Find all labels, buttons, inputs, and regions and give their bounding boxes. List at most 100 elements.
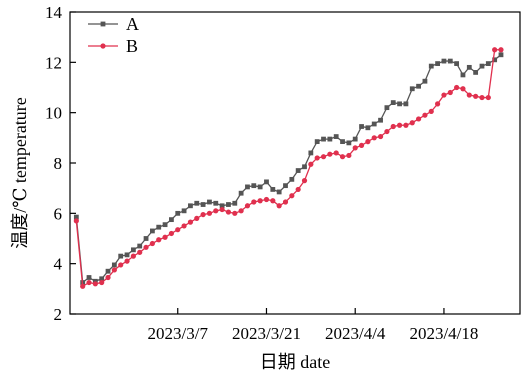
legend-item-B: B xyxy=(88,36,138,56)
data-point-B xyxy=(339,154,346,160)
y-tick-label: 8 xyxy=(54,154,63,173)
data-point-B xyxy=(358,142,365,148)
data-point-B xyxy=(105,274,111,281)
data-point-A xyxy=(175,210,181,216)
data-point-B xyxy=(86,279,92,286)
data-point-A xyxy=(213,200,219,206)
data-point-B xyxy=(175,227,181,233)
data-point-B xyxy=(479,94,485,101)
data-point-A xyxy=(403,101,409,107)
data-point-B xyxy=(390,123,396,130)
data-point-B xyxy=(213,208,219,214)
data-point-A xyxy=(371,121,377,127)
data-point-B xyxy=(365,139,371,145)
legend-item-A: A xyxy=(88,14,139,34)
data-point-B xyxy=(485,94,491,101)
data-point-A xyxy=(257,184,263,190)
y-tick-label: 12 xyxy=(45,53,62,72)
data-point-A xyxy=(365,125,371,131)
data-point-B xyxy=(377,133,384,140)
data-point-B xyxy=(143,244,149,250)
data-point-B xyxy=(314,155,320,161)
data-point-B xyxy=(346,152,352,159)
data-point-A xyxy=(105,268,111,274)
data-point-A xyxy=(302,164,307,170)
data-point-A xyxy=(466,64,472,70)
data-point-A xyxy=(397,101,402,107)
data-point-B xyxy=(428,108,434,115)
data-point-A xyxy=(118,253,124,259)
data-point-B xyxy=(384,128,390,135)
data-point-B xyxy=(301,178,308,184)
data-point-A xyxy=(156,224,162,230)
data-point-B xyxy=(181,223,187,229)
data-point-B xyxy=(257,198,263,204)
data-point-A xyxy=(428,63,434,69)
data-point-B xyxy=(263,196,270,203)
data-point-A xyxy=(251,183,257,189)
series-B xyxy=(73,47,504,289)
data-point-B xyxy=(225,209,232,215)
x-tick-label: 2023/4/4 xyxy=(325,324,386,343)
data-point-A xyxy=(295,168,301,173)
data-point-A xyxy=(333,134,339,139)
series-A xyxy=(73,52,504,285)
y-tick-label: 2 xyxy=(54,305,63,324)
data-point-A xyxy=(111,262,117,268)
legend: AB xyxy=(88,14,139,56)
data-point-A xyxy=(473,70,479,75)
data-point-A xyxy=(232,200,238,206)
data-point-A xyxy=(169,217,174,223)
data-point-B xyxy=(441,92,447,98)
x-tick-label: 2023/3/21 xyxy=(232,324,301,343)
data-point-B xyxy=(460,86,466,92)
data-point-A xyxy=(130,247,136,253)
data-point-A xyxy=(435,61,441,66)
data-point-A xyxy=(327,136,333,142)
data-point-A xyxy=(409,86,415,92)
data-point-B xyxy=(168,230,175,237)
y-tick-label: 4 xyxy=(54,255,63,274)
data-point-B xyxy=(352,145,358,151)
data-point-B xyxy=(473,93,479,99)
data-point-B xyxy=(149,240,155,247)
data-point-B xyxy=(137,249,143,255)
data-point-A xyxy=(479,63,485,69)
data-point-A xyxy=(226,202,231,207)
data-point-B xyxy=(270,198,276,204)
data-point-A xyxy=(390,100,396,105)
data-point-A xyxy=(137,243,143,249)
legend-label: A xyxy=(126,14,139,34)
y-axis: 2 4 6 8 10 12 14 xyxy=(45,3,76,324)
data-point-A xyxy=(238,190,244,196)
y-axis-title: 温度/℃ temperature xyxy=(10,97,30,249)
data-point-A xyxy=(498,52,504,58)
data-point-A xyxy=(359,124,364,129)
series-layer xyxy=(73,47,504,289)
legend-marker xyxy=(100,43,106,49)
data-point-A xyxy=(264,179,269,185)
data-point-B xyxy=(194,215,200,221)
data-point-B xyxy=(232,210,238,216)
data-point-B xyxy=(156,237,162,243)
data-point-B xyxy=(435,101,441,107)
data-point-B xyxy=(447,89,453,96)
data-point-A xyxy=(124,252,130,258)
data-point-B xyxy=(327,151,333,157)
data-point-B xyxy=(276,203,282,209)
plot-frame xyxy=(69,11,521,315)
data-point-B xyxy=(251,199,257,205)
data-point-B xyxy=(498,47,504,53)
data-point-B xyxy=(308,161,314,167)
data-point-B xyxy=(219,206,225,213)
plot-area xyxy=(69,11,521,315)
data-point-A xyxy=(289,176,295,182)
data-point-A xyxy=(378,117,383,123)
data-point-B xyxy=(244,203,251,209)
data-point-A xyxy=(308,150,314,156)
data-point-A xyxy=(416,83,421,89)
data-point-B xyxy=(415,116,422,122)
data-point-B xyxy=(238,208,244,214)
x-tick-label: 2023/4/18 xyxy=(409,324,478,343)
